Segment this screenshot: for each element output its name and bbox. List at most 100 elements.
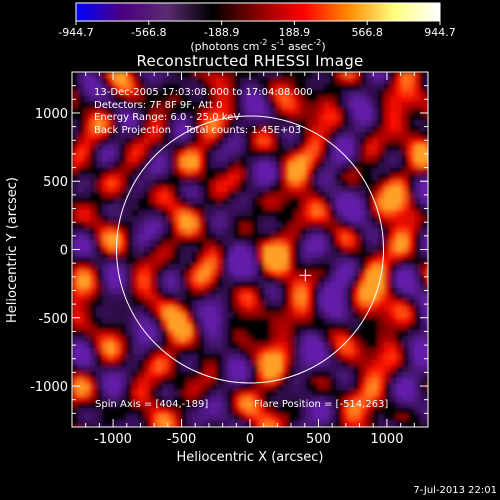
heatmap-cell (216, 156, 223, 163)
heatmap-cell (228, 126, 235, 133)
heatmap-cell (408, 198, 415, 205)
heatmap-cell (132, 204, 139, 211)
heatmap-cell (306, 222, 313, 229)
heatmap-cell (234, 246, 241, 253)
heatmap-cell (150, 252, 157, 259)
heatmap-cell (294, 300, 301, 307)
heatmap-cell (324, 390, 331, 397)
heatmap-cell (210, 330, 217, 337)
heatmap-cell (294, 222, 301, 229)
heatmap-cell (378, 330, 385, 337)
heatmap-cell (138, 126, 145, 133)
heatmap-cell (204, 318, 211, 325)
heatmap-cell (276, 300, 283, 307)
heatmap-cell (300, 270, 307, 277)
heatmap-cell (204, 282, 211, 289)
heatmap-cell (246, 168, 253, 175)
heatmap-cell (318, 264, 325, 271)
heatmap-cell (192, 390, 199, 397)
heatmap-cell (120, 360, 127, 367)
heatmap-cell (264, 294, 271, 301)
heatmap-cell (138, 138, 145, 145)
heatmap-cell (426, 234, 428, 241)
heatmap-cell (228, 120, 235, 127)
heatmap-cell (114, 216, 121, 223)
heatmap-cell (276, 96, 283, 103)
heatmap-cell (384, 102, 391, 109)
heatmap-cell (162, 306, 169, 313)
heatmap-cell (354, 132, 361, 139)
heatmap-cell (102, 132, 109, 139)
heatmap-cell (78, 378, 85, 385)
heatmap-cell (426, 408, 428, 415)
heatmap-cell (384, 330, 391, 337)
heatmap-cell (84, 150, 91, 157)
heatmap-cell (414, 282, 421, 289)
heatmap-cell (288, 204, 295, 211)
heatmap-cell (228, 132, 235, 139)
heatmap-cell (234, 132, 241, 139)
heatmap-cell (276, 186, 283, 193)
heatmap-cell (300, 384, 307, 391)
heatmap-cell (162, 252, 169, 259)
heatmap-cell (216, 402, 223, 409)
heatmap-cell (396, 126, 403, 133)
heatmap-cell (384, 384, 391, 391)
heatmap-cell (324, 318, 331, 325)
heatmap-cell (180, 138, 187, 145)
heatmap-cell (114, 294, 121, 301)
heatmap-cell (372, 186, 379, 193)
heatmap-cell (390, 198, 397, 205)
heatmap-cell (366, 228, 373, 235)
heatmap-cell (222, 126, 229, 133)
heatmap-cell (402, 252, 409, 259)
heatmap-cell (288, 282, 295, 289)
heatmap-cell (174, 168, 181, 175)
heatmap-cell (168, 114, 175, 121)
heatmap-cell (330, 402, 337, 409)
heatmap-cell (198, 168, 205, 175)
heatmap-cell (414, 420, 421, 427)
heatmap-cell (282, 414, 289, 421)
heatmap-cell (90, 72, 97, 79)
heatmap-cell (324, 378, 331, 385)
heatmap-cell (324, 414, 331, 421)
heatmap-cell (294, 360, 301, 367)
heatmap-cell (324, 204, 331, 211)
heatmap-cell (318, 372, 325, 379)
heatmap-cell (288, 108, 295, 115)
heatmap-cell (384, 120, 391, 127)
heatmap-cell (264, 72, 271, 79)
heatmap-cell (72, 198, 79, 205)
heatmap-cell (288, 366, 295, 373)
heatmap-cell (108, 90, 115, 97)
chart-title: Reconstructed RHESSI Image (136, 52, 364, 70)
heatmap-cell (390, 156, 397, 163)
heatmap-cell (252, 282, 259, 289)
heatmap-cell (372, 282, 379, 289)
heatmap-cell (390, 186, 397, 193)
heatmap-cell (216, 240, 223, 247)
heatmap-cell (120, 222, 127, 229)
heatmap-cell (270, 252, 277, 259)
heatmap-cell (138, 192, 145, 199)
heatmap-cell (306, 342, 313, 349)
heatmap-cell (360, 78, 367, 85)
heatmap-cell (414, 162, 421, 169)
heatmap-cell (102, 210, 109, 217)
heatmap-cell (84, 258, 91, 265)
heatmap-cell (186, 354, 193, 361)
heatmap-cell (402, 354, 409, 361)
heatmap-cell (108, 252, 115, 259)
heatmap-cell (396, 156, 403, 163)
heatmap-cell (120, 378, 127, 385)
heatmap-cell (72, 414, 79, 421)
heatmap-cell (420, 240, 427, 247)
heatmap-cell (402, 174, 409, 181)
heatmap-cell (156, 228, 163, 235)
heatmap-cell (252, 138, 259, 145)
heatmap-cell (324, 132, 331, 139)
heatmap-cell (336, 162, 343, 169)
heatmap-cell (210, 198, 217, 205)
heatmap-cell (108, 72, 115, 79)
